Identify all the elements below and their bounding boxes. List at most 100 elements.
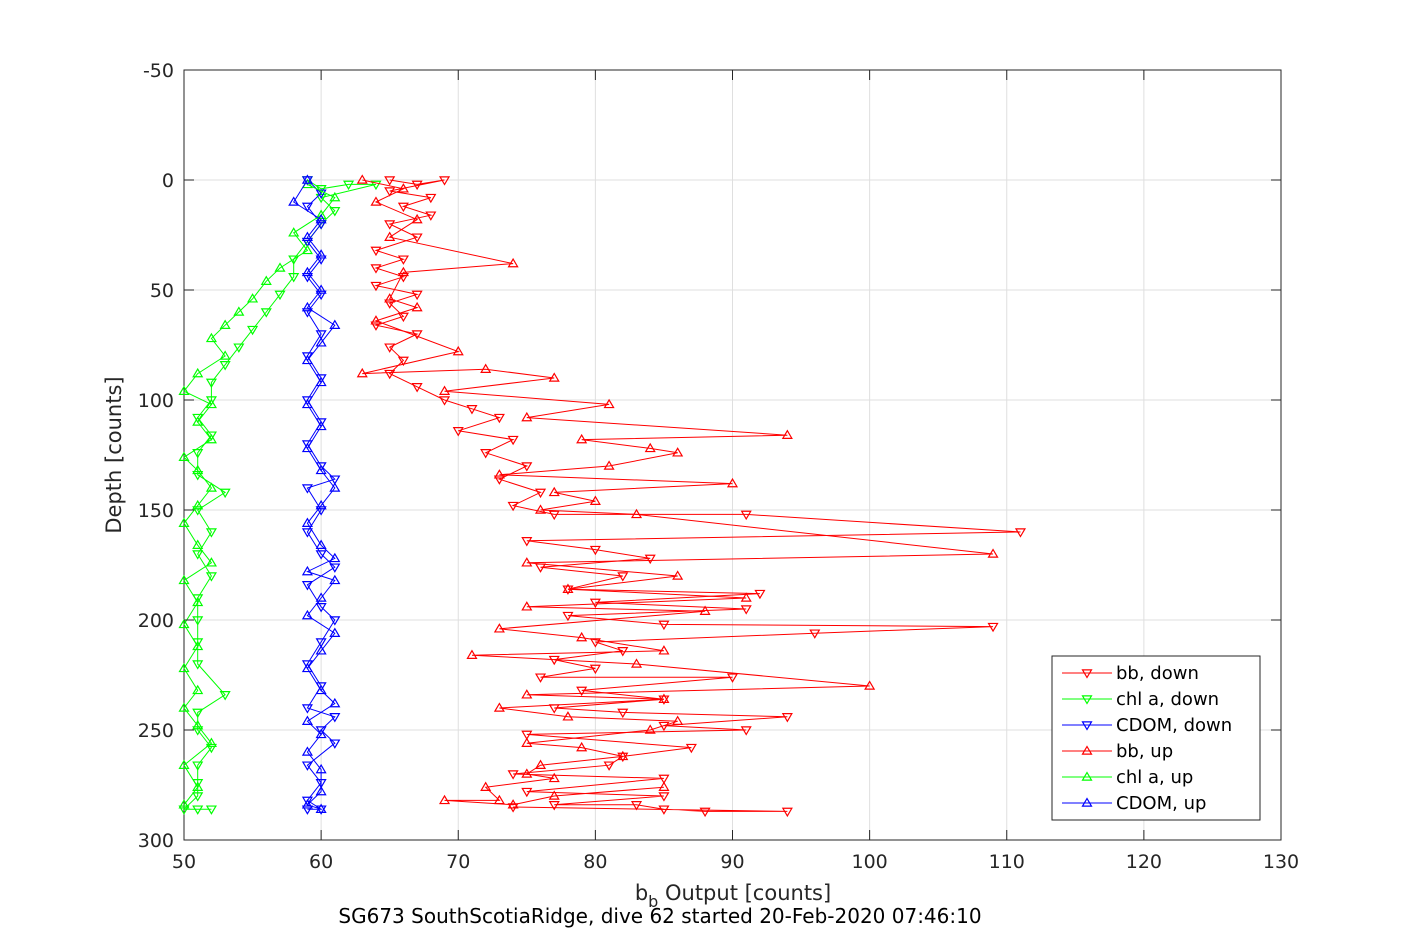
data-point-marker (411, 301, 423, 312)
data-point-marker (178, 574, 190, 585)
data-point-marker (192, 596, 204, 607)
data-point-marker (219, 350, 231, 360)
data-point-marker (658, 781, 670, 791)
data-point-marker (301, 746, 313, 756)
data-point-marker (315, 220, 327, 230)
data-point-marker (370, 315, 382, 325)
data-point-marker (425, 193, 437, 204)
data-point-marker (603, 460, 615, 470)
data-point-marker (987, 548, 999, 558)
data-point-marker (576, 741, 588, 752)
data-point-marker (178, 799, 190, 809)
data-point-marker (205, 378, 217, 389)
data-point-marker (699, 807, 711, 818)
data-point-marker (438, 176, 451, 186)
data-point-marker (740, 510, 752, 521)
y-tick-label: -50 (143, 60, 174, 82)
y-tick-label: 250 (138, 720, 174, 742)
data-point-marker (315, 592, 327, 602)
data-point-marker (315, 464, 327, 475)
data-point-marker (534, 673, 547, 683)
x-tick-label: 130 (1263, 851, 1299, 873)
data-point-marker (630, 801, 643, 811)
data-point-marker (548, 772, 560, 783)
data-point-marker (192, 539, 204, 549)
dive-caption: SG673 SouthScotiaRidge, dive 62 started … (338, 904, 981, 928)
data-point-marker (658, 805, 670, 815)
data-point-marker (329, 482, 341, 492)
legend-item: CDOM, up (1062, 793, 1206, 814)
data-point-marker (507, 799, 519, 809)
data-point-marker (329, 552, 341, 563)
legend-item: chl a, down (1062, 689, 1219, 710)
legend-item: CDOM, down (1062, 715, 1232, 736)
data-point-marker (452, 427, 464, 437)
data-point-marker (301, 528, 313, 538)
data-point-marker (370, 180, 382, 191)
data-point-marker (329, 563, 341, 573)
legend-items: bb, down chl a, down CDOM, down bb, up chl a… (1062, 663, 1232, 814)
data-point-marker (288, 227, 300, 237)
data-point-marker (397, 266, 409, 277)
data-point-marker (205, 805, 217, 815)
data-point-marker (480, 363, 492, 373)
data-point-marker (672, 447, 684, 457)
data-point-marker (521, 768, 533, 778)
data-point-marker (315, 728, 327, 739)
legend-item: chl a, up (1062, 767, 1193, 788)
data-point-marker (370, 196, 382, 206)
data-point-marker (384, 299, 396, 309)
x-axis-label: bb Output [counts] (635, 881, 831, 911)
data-point-marker (493, 469, 505, 479)
data-point-marker (205, 557, 217, 567)
data-point-marker (274, 262, 286, 272)
data-point-marker (205, 528, 217, 538)
data-point-marker (192, 761, 204, 771)
data-point-marker (521, 689, 533, 699)
data-point-marker (548, 655, 560, 666)
legend-swatch-marker (1081, 695, 1093, 705)
data-point-marker (192, 449, 204, 459)
data-point-marker (315, 638, 327, 648)
data-point-marker (411, 290, 423, 301)
data-point-marker (192, 805, 204, 815)
data-point-marker (329, 475, 341, 485)
data-point-marker (466, 649, 478, 659)
data-point-marker (384, 176, 396, 186)
data-point-marker (301, 796, 313, 807)
data-point-marker (192, 550, 204, 560)
data-point-marker (301, 244, 313, 255)
data-point-marker (301, 308, 313, 318)
data-point-marker (219, 361, 231, 371)
data-point-marker (192, 499, 204, 510)
data-point-marker (589, 638, 601, 648)
data-point-marker (301, 609, 313, 620)
series-4 (178, 178, 341, 809)
data-point-marker (315, 255, 327, 265)
data-point-marker (233, 306, 245, 316)
data-point-marker (603, 398, 615, 409)
data-point-marker (233, 343, 245, 353)
legend-label: CDOM, up (1116, 793, 1206, 814)
data-point-marker (493, 623, 505, 633)
data-point-marker (521, 737, 533, 747)
data-point-marker (781, 713, 793, 723)
y-tick-label: 0 (162, 170, 174, 192)
data-point-marker (260, 275, 272, 285)
data-point-marker (356, 174, 368, 184)
data-point-marker (658, 774, 670, 785)
data-point-marker (329, 191, 341, 202)
data-point-marker (192, 640, 204, 651)
data-point-marker (370, 281, 382, 292)
data-point-marker (576, 686, 588, 697)
data-point-marker (301, 354, 313, 365)
data-point-marker (192, 471, 204, 481)
data-point-marker (301, 174, 313, 184)
data-point-marker (301, 301, 313, 312)
data-point-marker (548, 801, 560, 811)
data-point-marker (329, 207, 341, 217)
data-point-marker (397, 202, 409, 213)
data-point-marker (576, 631, 588, 642)
data-point-marker (589, 545, 601, 556)
data-point-marker (178, 805, 190, 815)
